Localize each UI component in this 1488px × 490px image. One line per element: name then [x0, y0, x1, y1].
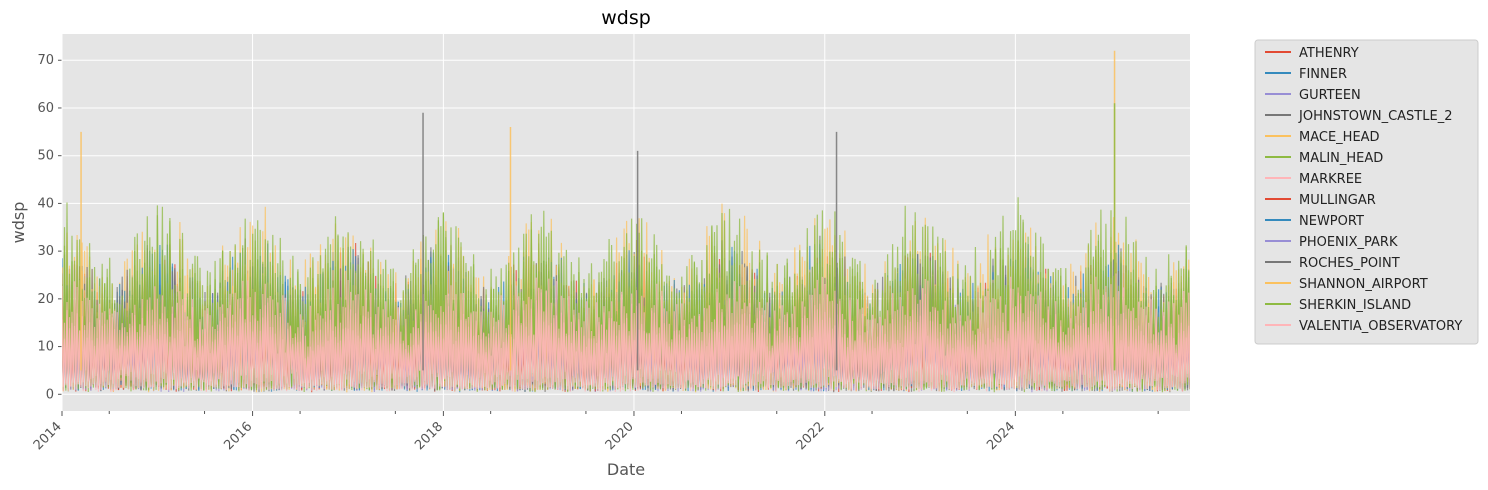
x-tick-label: 2018: [412, 419, 446, 453]
y-tick-label: 30: [37, 244, 54, 259]
legend-label: MARKREE: [1299, 172, 1362, 187]
y-tick-label: 20: [37, 292, 54, 307]
legend-label: FINNER: [1299, 67, 1347, 82]
legend-label: ATHENRY: [1299, 46, 1359, 61]
y-tick-label: 60: [37, 101, 54, 116]
chart-title: wdsp: [601, 7, 651, 29]
legend-label: MULLINGAR: [1299, 193, 1376, 208]
x-tick-label: 2020: [603, 419, 637, 453]
legend-label: SHERKIN_ISLAND: [1299, 298, 1411, 313]
x-axis-label: Date: [607, 460, 645, 479]
legend-label: NEWPORT: [1299, 214, 1364, 229]
y-tick-label: 10: [37, 340, 54, 355]
x-tick-label: 2022: [794, 419, 828, 453]
x-tick-label: 2024: [984, 419, 1018, 453]
plot-area: 0 10 20 30 40 50 60 70 2014 2016 2018 2020 2022 2024: [31, 34, 1190, 453]
legend-frame: [1254, 39, 1479, 345]
legend-label: VALENTIA_OBSERVATORY: [1299, 319, 1462, 334]
series-line-valentia_observatory: [62, 276, 1190, 392]
y-axis-label: wdsp: [9, 202, 28, 244]
legend-label: ROCHES_POINT: [1299, 256, 1400, 271]
y-tick-label: 0: [46, 387, 54, 402]
series-group: [62, 50, 1190, 393]
legend-label: MALIN_HEAD: [1299, 151, 1383, 166]
legend-label: GURTEEN: [1299, 88, 1361, 103]
y-tick-label: 40: [37, 196, 54, 211]
legend-label: MACE_HEAD: [1299, 130, 1380, 145]
x-tick-label: 2014: [31, 419, 65, 453]
legend-label: JOHNSTOWN_CASTLE_2: [1298, 109, 1452, 124]
y-tick-label: 70: [37, 53, 54, 68]
legend-label: SHANNON_AIRPORT: [1299, 277, 1428, 292]
x-tick-label: 2016: [221, 419, 255, 453]
y-tick-label: 50: [37, 149, 54, 164]
legend: ATHENRY FINNER GURTEEN JOHNSTOWN_CASTLE_2 MA…: [1254, 39, 1479, 345]
legend-label: PHOENIX_PARK: [1299, 235, 1398, 250]
